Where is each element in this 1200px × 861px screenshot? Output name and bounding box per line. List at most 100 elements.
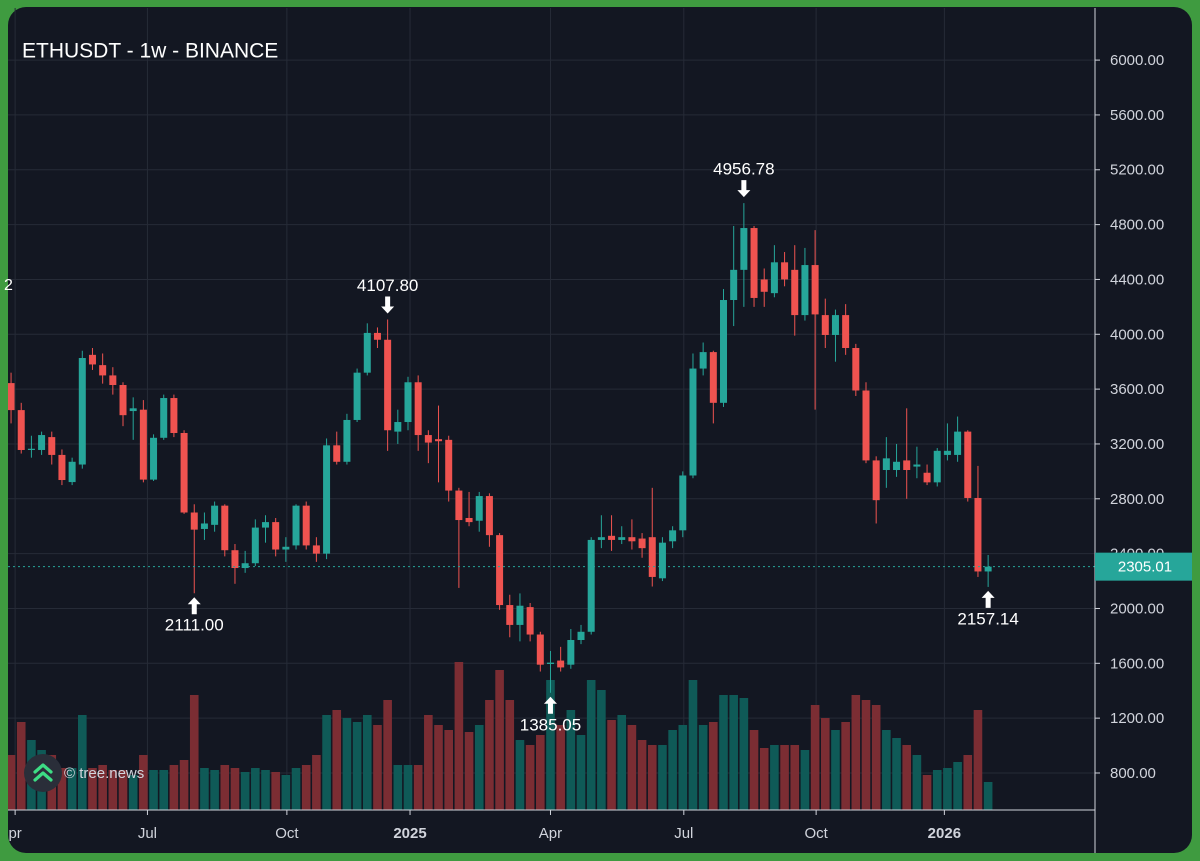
volume-bar (67, 768, 77, 810)
volume-bar (536, 735, 545, 810)
candle-body (730, 269, 738, 301)
x-tick-label: pr (8, 825, 21, 842)
candle-body (200, 523, 208, 529)
candle-body (709, 352, 717, 403)
volume-bar (576, 735, 586, 810)
volume-bar (301, 765, 311, 810)
volume-bar (373, 725, 382, 810)
candle-body (88, 354, 96, 365)
candle-body (292, 505, 300, 546)
candle-body (608, 535, 616, 540)
volume-bar (495, 670, 504, 810)
candle-body (740, 228, 748, 270)
candle-body (872, 460, 880, 501)
candle-body (27, 448, 35, 450)
candle-body (241, 563, 249, 569)
candle-body (445, 439, 453, 491)
candle-body (48, 437, 56, 455)
volume-bar (607, 720, 616, 810)
annotation-label: 1385.05 (520, 715, 581, 734)
volume-bar (658, 745, 667, 810)
volume-bar (912, 755, 922, 810)
candle-body (933, 450, 941, 483)
volume-bar (118, 770, 128, 810)
candle-body (750, 228, 758, 298)
volume-bar (424, 715, 433, 810)
volume-bar (128, 775, 138, 810)
volume-bar (210, 770, 219, 810)
volume-bar (790, 745, 800, 810)
volume-bar (362, 715, 372, 810)
candle-body (984, 566, 992, 572)
x-tick-label: Oct (275, 825, 299, 842)
candle-body (791, 269, 799, 316)
candle-body (78, 358, 86, 465)
volume-bar (139, 755, 148, 810)
candle-body (557, 660, 565, 668)
volume-bar (454, 662, 464, 810)
candle-body (485, 496, 493, 536)
candle-body (435, 439, 443, 442)
volume-bar (505, 700, 515, 810)
volume-bar (983, 782, 993, 810)
candle-body (720, 300, 728, 403)
candle-body (628, 537, 636, 542)
candle-body (211, 505, 219, 525)
volume-bar (159, 770, 169, 810)
annotation-label: 2157.14 (957, 609, 1018, 628)
volume-bar (637, 740, 647, 810)
candle-body (180, 432, 188, 513)
volume-bar (668, 730, 677, 810)
annotation-label: 2111.00 (165, 616, 224, 635)
candle-body (689, 368, 697, 476)
candle-body (760, 279, 768, 292)
volume-bar (749, 730, 759, 810)
volume-bar (88, 768, 97, 810)
candle-body (119, 385, 127, 416)
watermark-logo (24, 754, 62, 792)
grid-layer (8, 8, 1095, 810)
candle-body (669, 530, 677, 542)
volume-bar (485, 700, 494, 810)
x-tick-label: Jul (674, 825, 693, 842)
volume-bar (556, 725, 565, 810)
y-tick-label: 2800.00 (1110, 491, 1164, 508)
volume-bar (851, 695, 861, 810)
annotation-label: 4956.78 (713, 160, 774, 179)
candle-body (842, 315, 850, 348)
candle-body (414, 382, 422, 436)
volume-bar (932, 770, 942, 810)
candle-body (770, 262, 778, 294)
volume-bar (688, 680, 698, 810)
candle-body (170, 398, 178, 433)
y-tick-label: 1600.00 (1110, 655, 1164, 672)
candle-body (801, 265, 809, 316)
volume-bar (271, 772, 280, 810)
volume-bar (77, 715, 87, 810)
volume-bar (719, 695, 728, 810)
candle-body (516, 605, 524, 625)
annotation-label: 4107.80 (357, 276, 418, 295)
volume-bar (698, 725, 708, 810)
volume-bar (902, 745, 912, 810)
x-tick-label: 2025 (393, 825, 426, 842)
y-tick-label: 5600.00 (1110, 107, 1164, 124)
volume-bar (882, 730, 891, 810)
left-edge-label: 2 (4, 277, 13, 294)
volume-bar (322, 715, 331, 810)
candle-body (58, 454, 66, 481)
candle-body (974, 497, 982, 572)
candle-body (567, 640, 575, 665)
y-tick-label: 4800.00 (1110, 217, 1164, 234)
volume-bar (413, 765, 423, 810)
volume-bar (383, 700, 392, 810)
volume-bar (312, 755, 321, 810)
candle-body (862, 390, 870, 461)
last-price-box (1095, 552, 1192, 581)
volume-bar (820, 718, 830, 810)
volume-bar (861, 700, 871, 810)
annotation-arrow (187, 597, 201, 615)
candle-body (831, 315, 839, 335)
panel (8, 7, 1192, 853)
volume-bar (240, 772, 250, 810)
